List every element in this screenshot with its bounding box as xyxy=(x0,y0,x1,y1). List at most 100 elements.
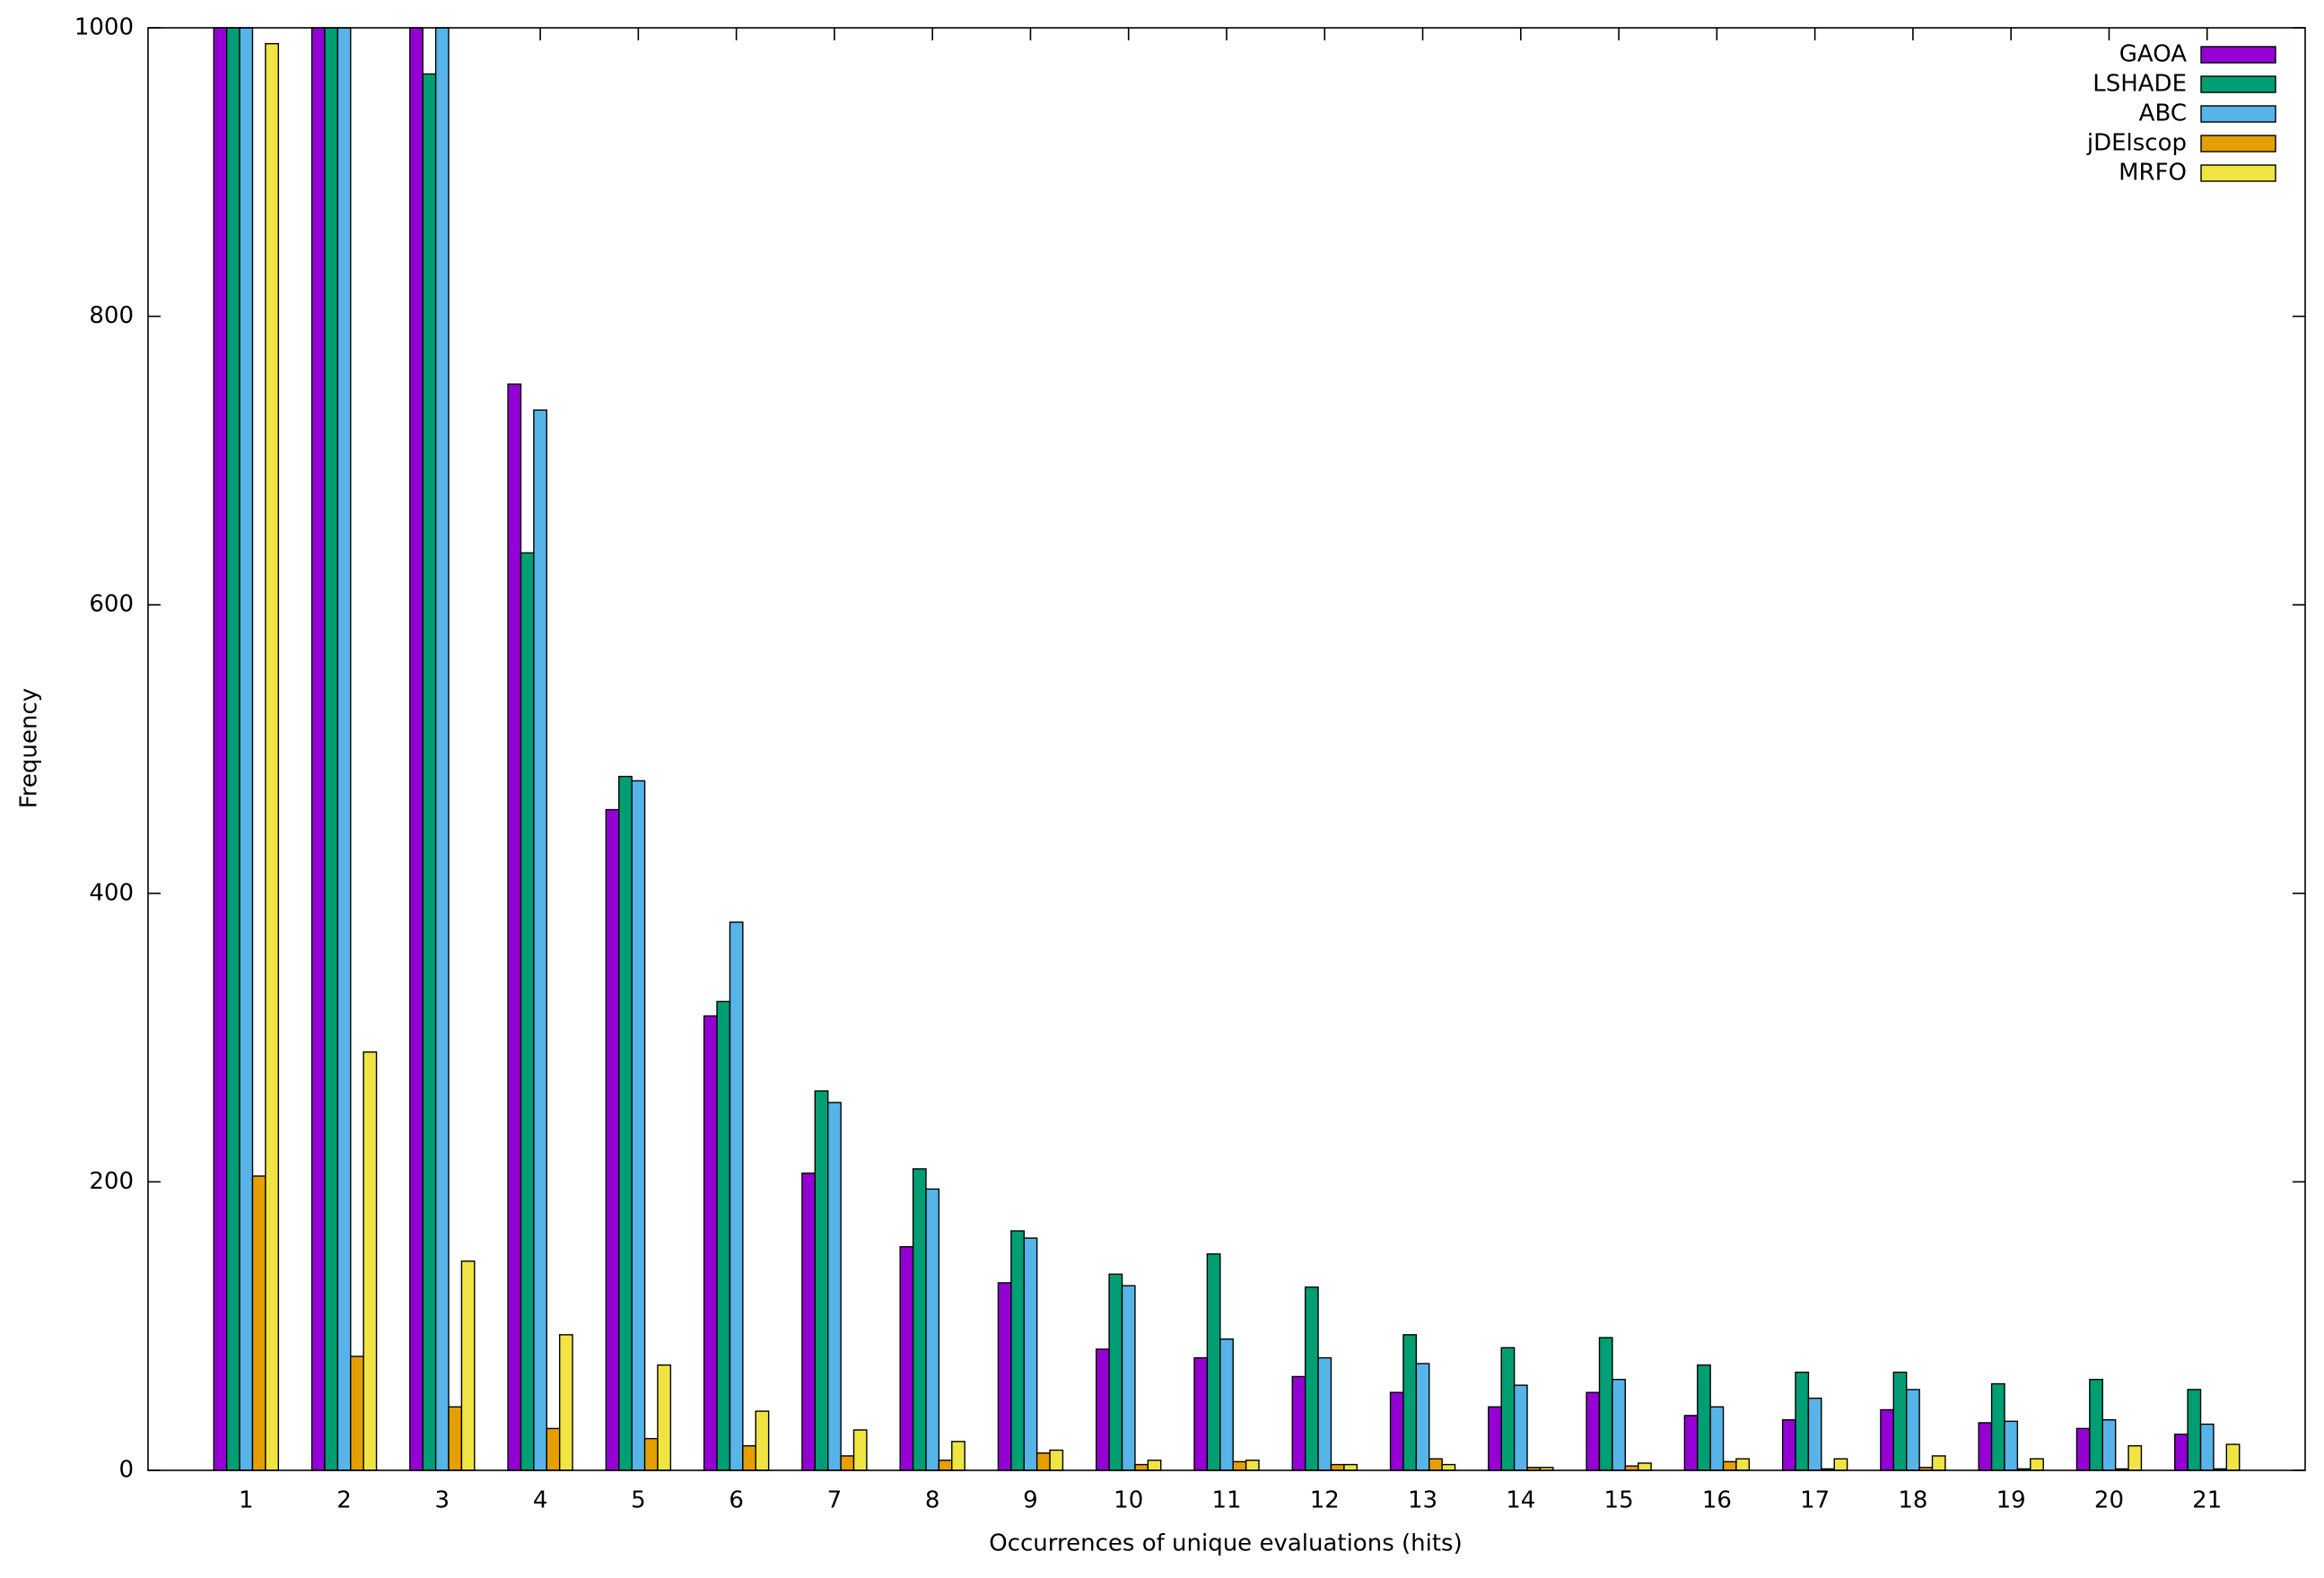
x-tick-label: 21 xyxy=(2192,1487,2222,1514)
x-tick-label: 6 xyxy=(729,1487,744,1514)
x-tick-label: 8 xyxy=(925,1487,940,1514)
bar xyxy=(1500,1347,1516,1471)
y-tick-label: 400 xyxy=(89,879,134,906)
bar xyxy=(1219,1338,1234,1471)
bar xyxy=(409,27,424,1471)
bar xyxy=(1147,1460,1162,1471)
x-tick-label: 2 xyxy=(336,1487,352,1514)
legend-swatch xyxy=(2200,105,2276,123)
bar xyxy=(520,552,535,1471)
bar xyxy=(1245,1460,1260,1471)
x-tick-label: 7 xyxy=(827,1487,843,1514)
x-tick-label: 14 xyxy=(1506,1487,1535,1514)
bar xyxy=(1795,1371,1810,1471)
x-tick-label: 16 xyxy=(1702,1487,1732,1514)
bar xyxy=(1193,1356,1209,1471)
bar xyxy=(1134,1463,1149,1471)
legend-label: ABC xyxy=(2139,100,2187,127)
bar xyxy=(899,1246,914,1471)
legend-label: GAOA xyxy=(2119,41,2187,68)
bar xyxy=(997,1282,1012,1471)
bar xyxy=(703,1015,718,1471)
bar xyxy=(1612,1378,1626,1471)
y-tick-label: 200 xyxy=(89,1168,134,1195)
bar xyxy=(239,27,254,1471)
bar xyxy=(2174,1434,2189,1471)
x-tick-label: 18 xyxy=(1898,1487,1927,1514)
bar xyxy=(1343,1463,1358,1471)
bar xyxy=(716,1000,731,1471)
bar xyxy=(1206,1253,1221,1471)
x-tick-label: 5 xyxy=(631,1487,646,1514)
bar xyxy=(558,1334,573,1471)
bar xyxy=(251,1175,266,1471)
bar xyxy=(1978,1422,1993,1471)
bar xyxy=(1990,1382,2005,1471)
bar xyxy=(1697,1364,1711,1471)
bar xyxy=(1304,1286,1319,1471)
x-tick-label: 4 xyxy=(533,1487,548,1514)
bar xyxy=(2127,1444,2143,1471)
bar xyxy=(2030,1458,2044,1471)
legend-label: LSHADE xyxy=(2092,71,2187,98)
y-tick-label: 600 xyxy=(89,591,134,618)
x-tick-label: 1 xyxy=(239,1487,254,1514)
x-tick-label: 15 xyxy=(1604,1487,1634,1514)
bar xyxy=(2225,1443,2241,1471)
bar xyxy=(1317,1356,1332,1471)
bar xyxy=(1096,1348,1110,1471)
bar xyxy=(1906,1389,1920,1471)
legend-swatch xyxy=(2200,75,2276,93)
bar xyxy=(460,1260,476,1471)
bar xyxy=(1892,1371,1908,1471)
y-tick-label: 1000 xyxy=(74,14,134,41)
bar xyxy=(1513,1384,1528,1471)
bar xyxy=(643,1437,659,1471)
bar xyxy=(1807,1397,1822,1471)
x-tick-label: 3 xyxy=(435,1487,450,1514)
legend-swatch xyxy=(2200,135,2276,153)
bar xyxy=(434,27,450,1471)
bar xyxy=(657,1364,672,1471)
bar xyxy=(1415,1363,1430,1471)
bar xyxy=(2199,1423,2215,1471)
x-tick-label: 11 xyxy=(1211,1487,1241,1514)
legend-swatch xyxy=(2200,164,2276,182)
bar xyxy=(827,1102,842,1471)
bar xyxy=(363,1051,378,1471)
bar xyxy=(1010,1230,1025,1471)
bar xyxy=(755,1410,770,1471)
bar xyxy=(1441,1463,1456,1471)
legend-label: MRFO xyxy=(2119,160,2187,187)
bar xyxy=(213,27,228,1471)
bar xyxy=(1833,1458,1848,1471)
x-axis-label: Occurrences of unique evaluations (hits) xyxy=(989,1530,1463,1557)
bar xyxy=(2089,1378,2103,1471)
x-tick-label: 10 xyxy=(1114,1487,1143,1514)
bar xyxy=(1023,1237,1038,1471)
bar xyxy=(605,808,620,1471)
bar xyxy=(1035,1452,1051,1471)
bar xyxy=(1108,1273,1123,1471)
bar xyxy=(1121,1285,1136,1471)
x-tick-label: 12 xyxy=(1310,1487,1340,1514)
bar xyxy=(1402,1334,1418,1471)
bar xyxy=(1683,1415,1699,1471)
bar xyxy=(422,73,437,1471)
y-tick-label: 800 xyxy=(89,302,134,329)
x-tick-label: 13 xyxy=(1408,1487,1437,1514)
bar xyxy=(1598,1337,1613,1471)
bar xyxy=(1586,1391,1601,1471)
bar xyxy=(1232,1460,1247,1471)
x-tick-label: 19 xyxy=(1996,1487,2026,1514)
bar xyxy=(2187,1389,2202,1471)
bar xyxy=(225,27,240,1471)
bar xyxy=(1735,1458,1751,1471)
bar xyxy=(1709,1406,1725,1471)
bar xyxy=(840,1455,855,1471)
bar xyxy=(1722,1460,1737,1471)
y-tick-label: 0 xyxy=(118,1457,134,1484)
bar xyxy=(2004,1420,2019,1471)
plot-frame xyxy=(147,27,2306,1471)
bar xyxy=(336,27,352,1471)
